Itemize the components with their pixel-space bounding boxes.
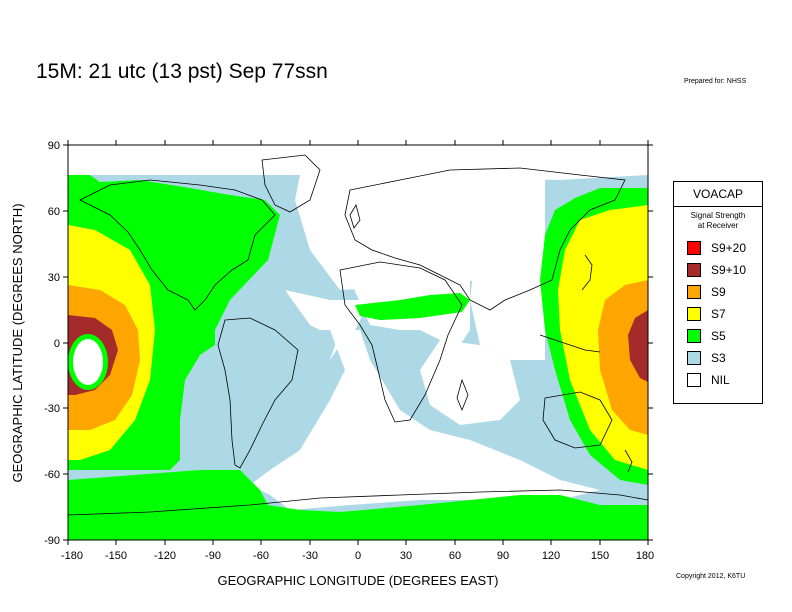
antarctica-outline (68, 489, 648, 516)
map-title: 15M: 21 utc (13 pst) Sep 77ssn (36, 60, 328, 83)
copyright-note: Copyright 2012, K6TU (676, 573, 746, 580)
legend-item-s9plus20: S9+20 (674, 237, 762, 259)
legend-label: NIL (711, 373, 730, 387)
x-tick-label: -60 (253, 550, 269, 562)
legend-label: S7 (711, 307, 726, 321)
madagascar-outline (456, 378, 469, 412)
legend-item-nil: NIL (674, 369, 762, 391)
y-tick-label: -30 (44, 403, 60, 415)
north-america-outline (79, 179, 276, 311)
australia-outline (542, 391, 613, 449)
y-tick-labels: 90 60 30 0 -30 -60 -90 (44, 140, 60, 547)
x-axis (67, 140, 649, 545)
local-low-coverage (68, 334, 108, 390)
y-tick-label: 30 (48, 272, 60, 284)
japan-outline (581, 254, 593, 291)
legend-item-s9: S9 (674, 281, 762, 303)
y-tick-label: -60 (44, 469, 60, 481)
legend-label: S9 (711, 285, 726, 299)
signal-strength-legend: VOACAP Signal Strength at Receiver S9+20… (673, 181, 763, 404)
legend-label: S3 (711, 351, 726, 365)
uk-outline (349, 203, 361, 229)
x-tick-label: 60 (449, 550, 461, 562)
legend-swatch (687, 351, 701, 365)
coverage-layer (68, 145, 648, 540)
legend-swatch (687, 241, 701, 255)
legend-swatch (687, 373, 701, 387)
x-tick-label: 180 (636, 550, 654, 562)
legend-swatch (687, 263, 701, 277)
y-tick-label: 0 (54, 338, 60, 350)
legend-subtitle: Signal Strength at Receiver (690, 211, 746, 230)
africa-outline (339, 261, 463, 423)
x-tick-labels: -180 -150 -120 -90 -60 -30 0 30 60 90 12… (61, 550, 654, 562)
y-tick-label: 60 (48, 206, 60, 218)
x-tick-label: 150 (591, 550, 609, 562)
x-tick-label: -180 (61, 550, 83, 562)
prepared-for-note: Prepared for: NHSS (684, 78, 747, 85)
x-tick-label: 120 (542, 550, 560, 562)
indonesia-outline (539, 334, 601, 353)
legend-item-s7: S7 (674, 303, 762, 325)
legend-item-s5: S5 (674, 325, 762, 347)
x-axis-title: GEOGRAPHIC LONGITUDE (DEGREES EAST) (218, 573, 499, 588)
legend-swatch (687, 285, 701, 299)
greenland-outline (261, 154, 321, 213)
legend-label: S9+10 (711, 263, 747, 277)
x-tick-label: 0 (355, 550, 361, 562)
x-tick-label: -30 (302, 550, 318, 562)
new-zealand-outline (624, 449, 633, 473)
legend-label: S9+20 (711, 241, 747, 255)
y-tick-label: 90 (48, 140, 60, 152)
legend-item-s3: S3 (674, 347, 762, 369)
x-tick-label: 30 (400, 550, 412, 562)
x-tick-label: 90 (497, 550, 509, 562)
x-tick-label: -90 (205, 550, 221, 562)
legend-items: S9+20 S9+10 S9 S7 S5 S3 NIL (674, 237, 762, 391)
y-tick-label: -90 (44, 535, 60, 547)
legend-item-s9plus10: S9+10 (674, 259, 762, 281)
x-tick-label: -150 (105, 550, 127, 562)
legend-title: VOACAP (674, 182, 762, 207)
y-axis (63, 144, 653, 541)
coastlines (68, 154, 648, 516)
eurasia-outline (344, 167, 626, 311)
x-tick-label: -120 (154, 550, 176, 562)
south-america-outline (217, 317, 299, 469)
y-axis-title: GEOGRAPHIC LATITUDE (DEGREES NORTH) (10, 203, 25, 482)
legend-swatch (687, 307, 701, 321)
legend-swatch (687, 329, 701, 343)
legend-label: S5 (711, 329, 726, 343)
